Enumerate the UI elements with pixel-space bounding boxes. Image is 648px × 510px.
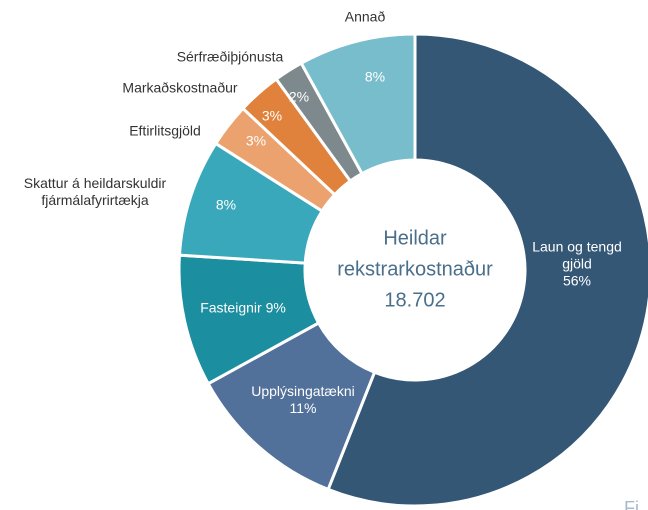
value-label: 3%	[245, 132, 267, 149]
category-label-box: Eftirlitsgjöld	[95, 123, 235, 140]
category-label: Skattur á heildarskuldir fjármálafyrirtæ…	[23, 175, 167, 208]
category-label: Fasteignir	[200, 299, 262, 316]
value-label-box: 3%	[246, 133, 266, 150]
slice-label: Upplýsingatækni 11%	[233, 383, 373, 417]
slice	[299, 32, 417, 176]
category-label-box: Sérfræðiþjónusta	[150, 49, 310, 66]
category-label: Laun og tengd gjöld	[532, 238, 622, 272]
slice	[326, 32, 648, 508]
category-label-box: Skattur á heildarskuldir fjármálafyrirtæ…	[15, 175, 175, 209]
value-label-box: 3%	[262, 108, 282, 125]
category-label: Markaðskostnaður	[122, 79, 238, 96]
value-label: 2%	[288, 88, 310, 105]
value-label: 56%	[562, 272, 592, 289]
value-label-box: 8%	[365, 69, 385, 86]
center-label: Heildar rekstrarkostnaður 18.702	[310, 224, 520, 317]
center-value: 18.702	[384, 289, 446, 312]
category-label-box: Markaðskostnaður	[100, 80, 260, 97]
slice-label: Fasteignir 9%	[173, 300, 313, 317]
value-label: 9%	[265, 299, 286, 316]
value-label-box: 2%	[289, 89, 309, 106]
category-label: Annað	[344, 8, 386, 25]
value-label: 8%	[215, 196, 237, 213]
category-label: Eftirlitsgjöld	[129, 122, 201, 139]
center-title: Heildar rekstrarkostnaður	[337, 227, 493, 281]
category-label-box: Annað	[315, 9, 415, 26]
value-label: 3%	[261, 107, 283, 124]
category-label: Sérfræðiþjónusta	[176, 48, 284, 65]
note: Fi	[624, 498, 639, 510]
category-label: Upplýsingatækni	[251, 383, 355, 399]
value-label: 11%	[289, 400, 317, 416]
value-label-box: 8%	[216, 197, 236, 214]
slice-label: Laun og tengd gjöld 56%	[517, 239, 637, 290]
value-label: 8%	[364, 68, 386, 85]
